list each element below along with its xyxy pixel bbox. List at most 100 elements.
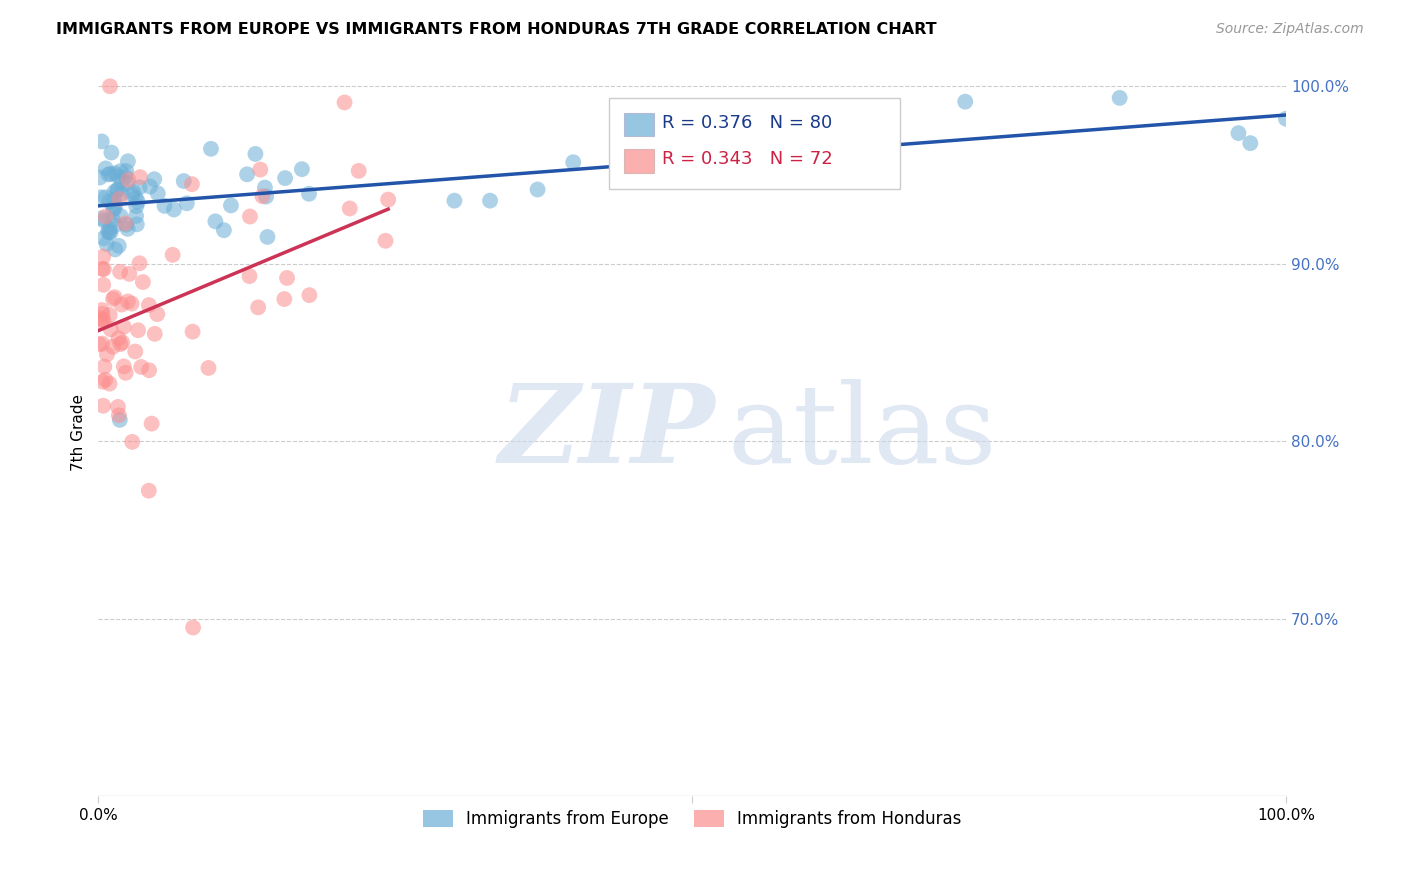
Point — [204, 214, 226, 228]
Point — [107, 331, 129, 345]
Point — [110, 164, 132, 178]
Point — [107, 182, 129, 196]
Point — [117, 222, 139, 236]
Point — [89, 337, 111, 351]
Point — [108, 413, 131, 427]
Point — [138, 298, 160, 312]
Point — [139, 179, 162, 194]
Point — [180, 177, 202, 191]
Point — [110, 209, 132, 223]
Point — [111, 297, 134, 311]
Point — [100, 167, 122, 181]
Point — [254, 189, 277, 203]
Point — [562, 155, 585, 169]
Point — [91, 399, 114, 413]
Point — [173, 174, 195, 188]
Point — [212, 223, 235, 237]
Point — [121, 187, 143, 202]
Point — [162, 248, 184, 262]
Text: atlas: atlas — [728, 379, 997, 486]
Point — [104, 201, 127, 215]
Point — [129, 170, 152, 185]
Point — [103, 185, 125, 199]
Point — [276, 271, 298, 285]
Point — [127, 323, 149, 337]
Point — [90, 303, 112, 318]
Point — [111, 174, 134, 188]
Point — [94, 161, 117, 176]
Point — [93, 231, 115, 245]
Point — [101, 292, 124, 306]
Point — [143, 172, 166, 186]
Point — [128, 256, 150, 270]
Point — [117, 294, 139, 309]
Point — [115, 176, 138, 190]
Point — [90, 211, 112, 226]
Point — [103, 290, 125, 304]
Point — [90, 315, 112, 329]
Point — [98, 376, 121, 391]
Point — [117, 154, 139, 169]
Point — [91, 261, 114, 276]
Point — [163, 202, 186, 217]
Point — [107, 239, 129, 253]
Point — [143, 326, 166, 341]
Point — [181, 620, 204, 634]
Point — [374, 234, 396, 248]
Point — [93, 313, 115, 327]
Point — [238, 269, 260, 284]
Legend: Immigrants from Europe, Immigrants from Honduras: Immigrants from Europe, Immigrants from … — [416, 804, 969, 835]
Point — [101, 212, 124, 227]
Point — [94, 210, 117, 224]
Point — [125, 191, 148, 205]
Point — [91, 375, 114, 389]
Point — [117, 173, 139, 187]
Point — [377, 193, 399, 207]
Point — [118, 267, 141, 281]
Point — [146, 186, 169, 201]
Point — [132, 275, 155, 289]
Point — [121, 296, 143, 310]
Text: IMMIGRANTS FROM EUROPE VS IMMIGRANTS FROM HONDURAS 7TH GRADE CORRELATION CHART: IMMIGRANTS FROM EUROPE VS IMMIGRANTS FRO… — [56, 22, 936, 37]
Point — [91, 307, 114, 321]
Text: Source: ZipAtlas.com: Source: ZipAtlas.com — [1216, 22, 1364, 37]
Point — [93, 213, 115, 227]
Point — [98, 222, 121, 236]
Point — [111, 335, 134, 350]
Point — [89, 310, 111, 325]
Point — [443, 194, 465, 208]
Point — [273, 292, 295, 306]
Point — [98, 225, 121, 239]
Text: ZIP: ZIP — [499, 378, 716, 486]
Point — [236, 167, 259, 181]
Point — [103, 193, 125, 207]
Point — [108, 192, 131, 206]
Point — [112, 359, 135, 374]
Point — [96, 237, 118, 252]
Point — [103, 219, 125, 233]
Point — [90, 135, 112, 149]
Point — [122, 185, 145, 199]
Point — [98, 308, 121, 322]
Point — [94, 373, 117, 387]
Point — [114, 366, 136, 380]
Point — [1239, 136, 1261, 150]
Point — [103, 199, 125, 213]
Text: R = 0.376   N = 80: R = 0.376 N = 80 — [662, 114, 832, 132]
Point — [200, 142, 222, 156]
Point — [633, 140, 655, 154]
Point — [101, 202, 124, 217]
Point — [249, 162, 271, 177]
Point — [100, 322, 122, 336]
Point — [127, 194, 149, 209]
Point — [125, 217, 148, 231]
Point — [181, 325, 204, 339]
Point — [107, 400, 129, 414]
Point — [112, 319, 135, 334]
Point — [115, 218, 138, 232]
Point — [98, 79, 121, 94]
Bar — [624, 149, 654, 172]
Point — [138, 483, 160, 498]
Point — [107, 184, 129, 198]
Point — [114, 169, 136, 184]
